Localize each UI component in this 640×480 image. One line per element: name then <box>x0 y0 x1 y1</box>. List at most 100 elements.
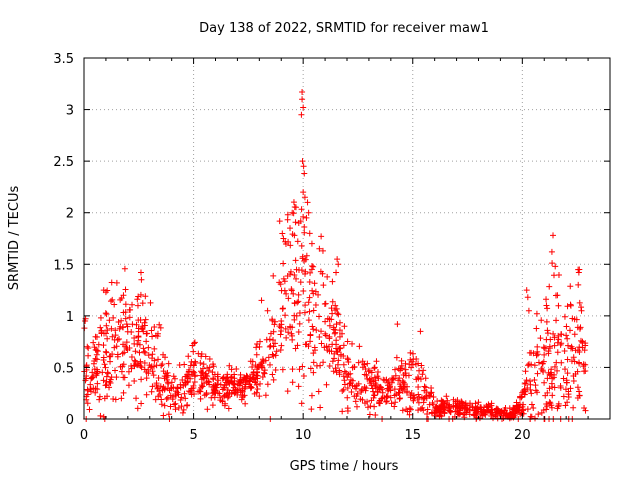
data-point <box>125 382 132 389</box>
data-point <box>541 345 548 352</box>
data-point <box>564 370 571 377</box>
data-point <box>379 389 386 396</box>
data-point <box>101 361 108 368</box>
data-point <box>554 349 561 356</box>
data-point <box>87 381 94 388</box>
data-point <box>531 362 538 369</box>
data-point <box>564 356 571 363</box>
data-point <box>284 388 291 395</box>
data-point <box>253 351 260 358</box>
data-point <box>341 381 348 388</box>
data-point <box>300 189 307 196</box>
data-point <box>418 362 425 369</box>
data-point <box>177 381 184 388</box>
data-point <box>258 297 265 304</box>
data-point <box>581 405 588 412</box>
data-point <box>310 359 317 366</box>
data-point <box>306 308 313 315</box>
data-point <box>574 368 581 375</box>
data-point <box>521 391 528 398</box>
data-point <box>362 365 369 372</box>
data-point <box>151 323 158 330</box>
data-point <box>362 387 369 394</box>
data-point <box>89 369 96 376</box>
data-point <box>549 392 556 399</box>
data-point <box>579 338 586 345</box>
data-point <box>323 381 330 388</box>
chart-title: Day 138 of 2022, SRMTID for receiver maw… <box>199 21 489 36</box>
data-point <box>417 405 424 412</box>
data-point <box>384 392 391 399</box>
data-point <box>121 265 128 272</box>
data-point <box>272 367 279 374</box>
data-point <box>94 348 101 355</box>
data-point <box>345 359 352 366</box>
data-point <box>534 370 541 377</box>
data-point <box>430 401 437 408</box>
data-point <box>447 409 454 416</box>
data-point <box>394 321 401 328</box>
data-point <box>446 407 453 414</box>
data-point <box>389 376 396 383</box>
data-point <box>531 377 538 384</box>
data-point <box>167 403 174 410</box>
data-point <box>497 408 504 415</box>
data-point <box>253 381 260 388</box>
data-point <box>335 311 342 318</box>
data-point <box>185 388 192 395</box>
data-point <box>438 397 445 404</box>
data-point <box>385 378 392 385</box>
data-point <box>299 96 306 103</box>
data-point <box>555 302 562 309</box>
data-point <box>454 404 461 411</box>
data-point <box>527 386 534 393</box>
data-point <box>184 379 191 386</box>
data-point <box>300 213 307 220</box>
data-point <box>341 377 348 384</box>
data-point <box>190 348 197 355</box>
data-point <box>96 396 103 403</box>
data-point <box>92 333 99 340</box>
data-point <box>266 336 273 343</box>
data-point <box>182 395 189 402</box>
data-point <box>538 317 545 324</box>
data-point <box>196 388 203 395</box>
data-point <box>305 299 312 306</box>
data-point <box>548 404 555 411</box>
data-point <box>484 403 491 410</box>
data-point <box>544 327 551 334</box>
data-point <box>488 400 495 407</box>
data-point <box>181 390 188 397</box>
data-point <box>526 349 533 356</box>
data-point <box>139 323 146 330</box>
data-point <box>540 344 547 351</box>
data-point <box>561 313 568 320</box>
data-point <box>161 386 168 393</box>
data-point <box>372 411 379 418</box>
data-point <box>277 281 284 288</box>
data-point <box>131 363 138 370</box>
data-point <box>532 415 539 422</box>
data-point <box>517 393 524 400</box>
data-point <box>303 252 310 259</box>
data-point <box>278 342 285 349</box>
data-point <box>90 373 97 380</box>
data-point <box>138 376 145 383</box>
data-point <box>199 383 206 390</box>
data-point <box>517 401 524 408</box>
data-point <box>247 385 254 392</box>
data-point <box>131 378 138 385</box>
data-point <box>366 411 373 418</box>
y-tick-label: 0.5 <box>53 361 74 376</box>
data-point <box>88 374 95 381</box>
data-point <box>93 370 100 377</box>
data-point <box>538 365 545 372</box>
data-point <box>92 385 99 392</box>
data-point <box>571 358 578 365</box>
data-point <box>374 388 381 395</box>
data-point <box>201 392 208 399</box>
data-point <box>307 365 314 372</box>
data-point <box>549 260 556 267</box>
data-point <box>503 409 510 416</box>
